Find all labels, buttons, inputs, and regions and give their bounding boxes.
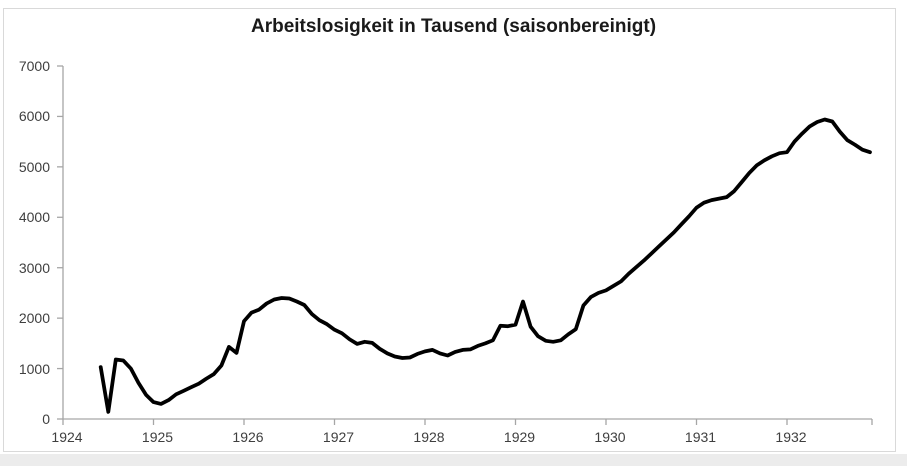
x-axis-tick-label: 1926: [232, 429, 264, 445]
y-axis-tick-label: 5000: [18, 158, 50, 175]
y-axis-tick-label: 6000: [18, 108, 50, 125]
x-axis-tick-label: 1931: [684, 429, 717, 445]
y-axis-tick-label: 4000: [18, 209, 50, 226]
chart-frame: [3, 8, 896, 452]
x-axis-tick-label: 1924: [51, 429, 83, 445]
y-axis-tick-label: 1000: [18, 360, 50, 377]
x-axis-tick-label: 1930: [594, 429, 626, 445]
x-axis-tick-label: 1928: [413, 429, 445, 445]
chart-title: Arbeitslosigkeit in Tausend (saisonberei…: [250, 16, 657, 37]
unemployment-series-line: [98, 117, 872, 414]
y-axis-tick-label: 3000: [18, 259, 50, 276]
window-edge-strip: [0, 454, 907, 466]
x-axis-tick-label: 1932: [775, 429, 807, 445]
x-axis-tick-label: 1927: [322, 429, 355, 445]
y-axis-tick-label: 7000: [18, 58, 50, 74]
y-axis-tick-label: 2000: [18, 310, 50, 327]
x-axis-tick-label: 1929: [503, 429, 536, 445]
y-axis-tick-label: 0: [42, 411, 50, 427]
x-axis-tick-label: 1925: [141, 429, 174, 445]
